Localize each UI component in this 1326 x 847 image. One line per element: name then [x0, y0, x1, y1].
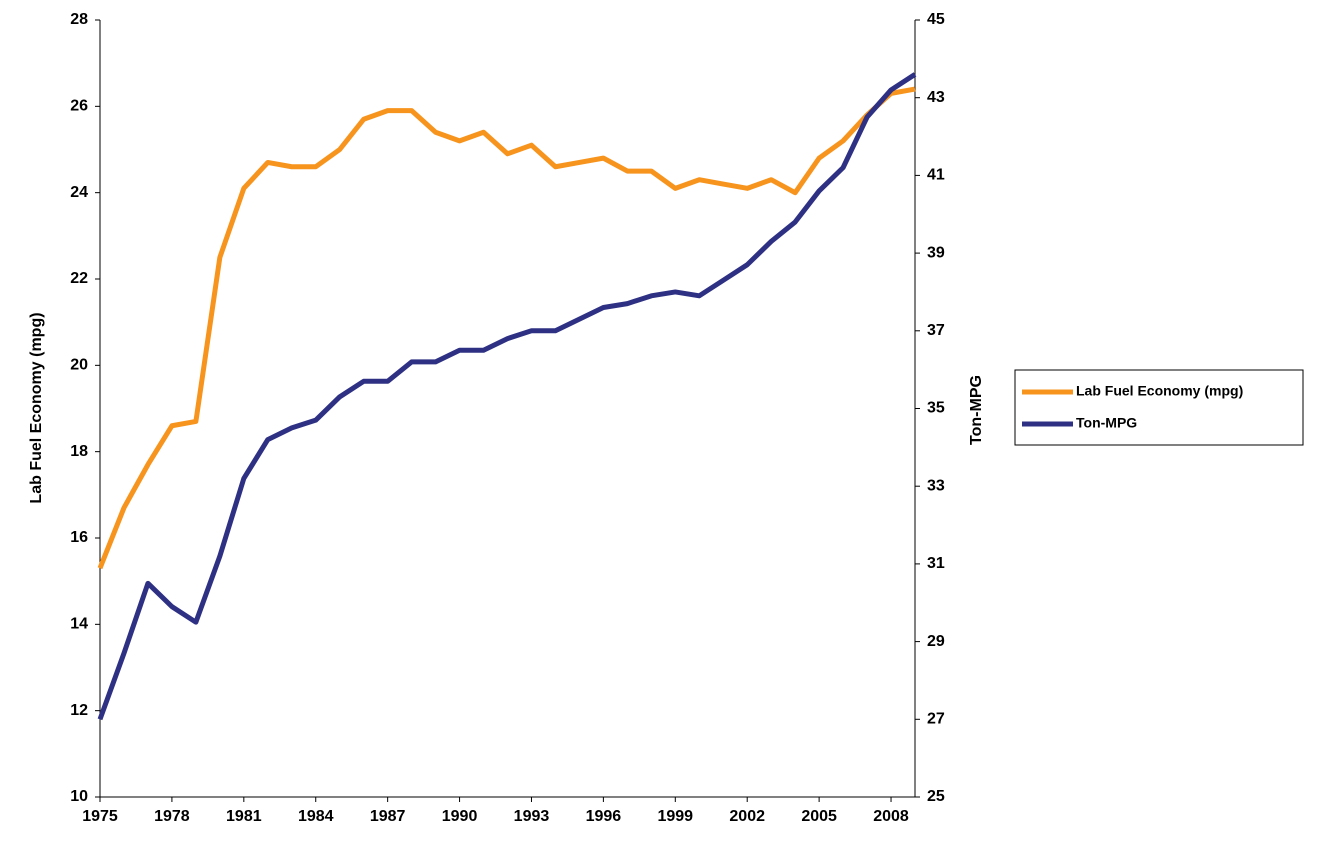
y2-tick-label: 29 — [927, 633, 945, 650]
y-tick-label: 28 — [70, 11, 88, 28]
x-tick-label: 1996 — [586, 808, 622, 825]
y-tick-label: 26 — [70, 98, 88, 115]
x-tick-label: 1993 — [514, 808, 550, 825]
x-tick-label: 1978 — [154, 808, 190, 825]
y-tick-label: 12 — [70, 702, 88, 719]
x-tick-label: 1999 — [657, 808, 693, 825]
y2-tick-label: 25 — [927, 788, 945, 805]
y-axis-title: Lab Fuel Economy (mpg) — [28, 312, 45, 503]
y2-tick-label: 45 — [927, 11, 945, 28]
y-tick-label: 22 — [70, 270, 88, 287]
x-tick-label: 1984 — [298, 808, 334, 825]
y2-tick-label: 37 — [927, 322, 945, 339]
y2-tick-label: 27 — [927, 711, 945, 728]
series-line — [97, 86, 916, 570]
x-tick-label: 1990 — [442, 808, 478, 825]
y-tick-label: 18 — [70, 443, 88, 460]
x-tick-label: 1981 — [226, 808, 262, 825]
y-tick-label: 20 — [70, 357, 88, 374]
legend-label: Ton-MPG — [1076, 415, 1137, 431]
x-tick-label: 1975 — [82, 808, 118, 825]
y-tick-label: 16 — [70, 529, 88, 546]
y2-tick-label: 39 — [927, 244, 945, 261]
x-tick-label: 2002 — [729, 808, 765, 825]
y2-tick-label: 33 — [927, 477, 945, 494]
series-line — [97, 72, 917, 721]
y2-tick-label: 41 — [927, 167, 945, 184]
legend-box — [1014, 369, 1304, 446]
y-tick-label: 14 — [70, 616, 88, 633]
x-tick-label: 1987 — [370, 808, 406, 825]
y2-axis-title: Ton-MPG — [968, 375, 985, 445]
y-tick-label: 10 — [70, 788, 88, 805]
y2-tick-label: 31 — [927, 555, 945, 572]
y-tick-label: 24 — [70, 184, 88, 201]
y2-tick-label: 43 — [927, 89, 945, 106]
y2-tick-label: 35 — [927, 400, 945, 417]
x-tick-label: 2005 — [801, 808, 837, 825]
legend-label: Lab Fuel Economy (mpg) — [1076, 383, 1243, 399]
x-tick-label: 2008 — [873, 808, 909, 825]
